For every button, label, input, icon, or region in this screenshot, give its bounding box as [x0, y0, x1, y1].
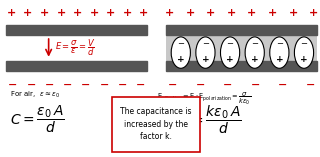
Text: −: − — [196, 80, 205, 90]
Text: +: + — [56, 8, 66, 18]
Text: +: + — [288, 8, 298, 18]
Text: +: + — [226, 55, 234, 64]
Bar — [166, 25, 317, 35]
Text: $E=\dfrac{\sigma}{\varepsilon}=\dfrac{V}{d}$: $E=\dfrac{\sigma}{\varepsilon}=\dfrac{V}… — [55, 38, 95, 58]
Text: −: − — [26, 80, 36, 90]
Text: −: − — [45, 80, 54, 90]
Text: −: − — [300, 39, 308, 49]
Text: +: + — [251, 55, 259, 64]
Text: −: − — [202, 39, 209, 49]
Text: −: − — [81, 80, 91, 90]
Text: −: − — [306, 80, 315, 90]
Text: +: + — [300, 55, 308, 64]
Text: +: + — [202, 55, 209, 64]
Text: $C=\dfrac{\varepsilon_0\, A}{d}$: $C=\dfrac{\varepsilon_0\, A}{d}$ — [10, 103, 64, 135]
Ellipse shape — [270, 37, 289, 68]
Text: −: − — [100, 80, 109, 90]
Text: −: − — [227, 39, 234, 49]
Text: +: + — [309, 8, 318, 18]
Text: −: − — [118, 80, 127, 90]
Ellipse shape — [245, 37, 264, 68]
Text: +: + — [276, 55, 283, 64]
Text: +: + — [40, 8, 49, 18]
Bar — [6, 61, 147, 71]
Text: −: − — [177, 39, 184, 49]
Text: +: + — [106, 8, 116, 18]
Text: +: + — [140, 8, 148, 18]
Ellipse shape — [171, 37, 190, 68]
Text: $C=\dfrac{k\varepsilon_0\, A}{d}$: $C=\dfrac{k\varepsilon_0\, A}{d}$ — [179, 103, 242, 136]
Text: −: − — [168, 80, 178, 90]
Text: +: + — [227, 8, 236, 18]
Text: +: + — [23, 8, 32, 18]
Text: +: + — [206, 8, 215, 18]
Text: −: − — [251, 39, 258, 49]
Bar — [166, 35, 317, 61]
Ellipse shape — [220, 37, 240, 68]
Text: +: + — [7, 8, 16, 18]
Text: −: − — [63, 80, 72, 90]
Text: +: + — [90, 8, 99, 18]
Text: −: − — [278, 80, 288, 90]
Text: The capacitance is
increased by the
factor k.: The capacitance is increased by the fact… — [120, 107, 192, 141]
Text: +: + — [165, 8, 174, 18]
Text: +: + — [73, 8, 82, 18]
Ellipse shape — [294, 37, 314, 68]
Text: For air,  $\varepsilon\approx\varepsilon_0$: For air, $\varepsilon\approx\varepsilon_… — [10, 90, 60, 100]
Ellipse shape — [196, 37, 215, 68]
FancyBboxPatch shape — [112, 97, 200, 152]
Text: −: − — [8, 80, 18, 90]
Text: −: − — [276, 39, 283, 49]
Text: +: + — [177, 55, 185, 64]
Text: −: − — [136, 80, 146, 90]
Text: −: − — [223, 80, 233, 90]
Text: +: + — [123, 8, 132, 18]
Text: +: + — [186, 8, 195, 18]
Text: +: + — [247, 8, 257, 18]
Bar — [166, 61, 317, 71]
Text: +: + — [268, 8, 277, 18]
Bar — [6, 25, 147, 35]
Text: −: − — [251, 80, 260, 90]
Text: $\mathrm{E_{effective}} = \mathrm{E \cdot E_{polarization}} = \dfrac{\sigma}{k\v: $\mathrm{E_{effective}} = \mathrm{E \cdo… — [157, 90, 251, 107]
